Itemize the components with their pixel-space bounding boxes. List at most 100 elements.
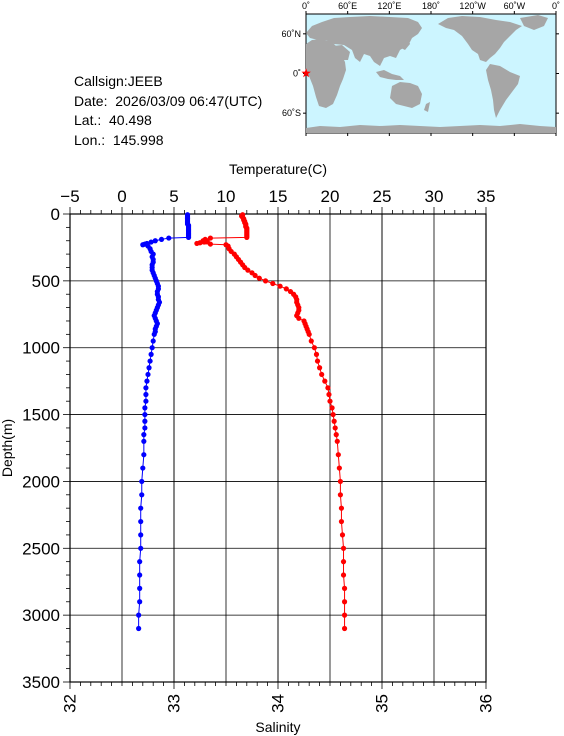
salinity-data-point <box>150 338 156 344</box>
salinity-data-point <box>185 234 192 240</box>
temperature-data-point <box>308 338 314 344</box>
salinity-data-point <box>144 378 150 384</box>
salinity-tick-label: 35 <box>373 694 392 713</box>
temperature-data-point <box>319 371 325 378</box>
depth-tick-label: 500 <box>32 272 60 291</box>
longitude-text: Lon.: 145.998 <box>74 131 164 148</box>
salinity-data-point <box>137 599 143 605</box>
temperature-tick-label: 20 <box>321 187 340 206</box>
salinity-ticks: 32 33 34 35 36 <box>61 694 496 713</box>
temperature-tick-label: 10 <box>217 187 236 206</box>
salinity-tick-label: 32 <box>61 694 80 713</box>
salinity-data-point <box>140 465 146 471</box>
salinity-data-point <box>143 398 149 404</box>
salinity-data-point <box>166 235 172 241</box>
salinity-data-point <box>142 425 148 431</box>
temperature-data-point <box>338 518 345 525</box>
salinity-data-point <box>138 532 144 538</box>
salinity-data-point <box>139 492 145 498</box>
depth-tick-label: 3000 <box>22 606 60 625</box>
temperature-profile-line <box>196 214 346 629</box>
salinity-tick-label: 36 <box>477 694 496 713</box>
temperature-data-point <box>262 278 269 284</box>
temperature-data-point <box>207 235 213 241</box>
salinity-data-point <box>139 478 145 485</box>
temperature-data-point <box>325 385 331 391</box>
temperature-data-point <box>341 625 348 632</box>
temperature-data-point <box>339 532 346 538</box>
salinity-data-point <box>142 411 148 418</box>
depth-tick-label: 1500 <box>22 406 60 425</box>
temperature-tick-label: 5 <box>169 187 178 206</box>
temperature-tick-label: −5 <box>60 187 79 206</box>
salinity-axis-label: Salinity <box>255 719 300 735</box>
temperature-data-point <box>314 358 321 364</box>
temperature-data-point <box>337 492 343 498</box>
temperature-axis-label: Temperature(C) <box>229 161 327 177</box>
temperature-data-point <box>340 559 347 565</box>
salinity-data-point <box>148 351 154 357</box>
temperature-data-point <box>340 545 347 551</box>
salinity-data-point <box>137 559 143 565</box>
salinity-data-point <box>143 385 149 391</box>
salinity-data-point <box>138 518 144 525</box>
temperature-tick-label: 25 <box>373 187 392 206</box>
temperature-data-point <box>270 280 276 287</box>
salinity-data-point <box>148 239 154 245</box>
salinity-data-point <box>152 238 158 244</box>
salinity-data-point <box>145 371 151 378</box>
salinity-data-point <box>158 236 165 243</box>
salinity-data-point <box>142 418 148 424</box>
depth-tick-label: 1000 <box>22 339 60 358</box>
temperature-data-point <box>337 478 343 485</box>
minor-ticks <box>63 207 487 689</box>
series-temperature <box>194 212 348 632</box>
temperature-data-point <box>207 241 213 247</box>
temperature-data-point <box>338 505 345 511</box>
salinity-data-point <box>137 585 143 592</box>
salinity-data-point <box>147 358 153 364</box>
salinity-data-point <box>146 365 152 371</box>
chart-grid <box>69 213 487 683</box>
depth-tick-label: 3500 <box>22 673 60 692</box>
salinity-data-point <box>151 331 157 337</box>
date-text: Date: 2026/03/09 06:47(UTC) <box>74 92 263 109</box>
salinity-data-point <box>141 438 147 444</box>
temperature-data-point <box>317 365 323 371</box>
temperature-tick-label: 15 <box>269 187 288 206</box>
temperature-data-point <box>311 345 317 351</box>
temperature-data-point <box>322 378 328 384</box>
temperature-data-point <box>341 585 348 592</box>
temperature-data-point <box>334 438 340 444</box>
temperature-data-point <box>245 267 251 273</box>
temperature-data-point <box>313 351 320 357</box>
salinity-data-point <box>138 505 144 511</box>
station-info: Callsign:JEEB Date: 2026/03/09 06:47(UTC… <box>74 72 262 150</box>
temperature-tick-label: 30 <box>425 187 444 206</box>
temperature-data-point <box>256 275 262 281</box>
depth-ticks: 0 500 1000 1500 2000 2500 3000 3500 <box>22 205 60 692</box>
temperature-data-point <box>201 239 207 245</box>
latitude-text: Lat.: 40.498 <box>74 112 152 128</box>
temperature-tick-label: 35 <box>477 187 496 206</box>
temperature-data-point <box>326 391 332 398</box>
series-salinity <box>136 212 192 632</box>
temperature-tick-label: 0 <box>117 187 126 206</box>
temperature-data-point <box>336 465 342 471</box>
temperature-data-point <box>332 425 338 431</box>
temperature-data-point <box>277 283 283 289</box>
salinity-data-point <box>141 452 147 458</box>
temperature-data-point <box>331 418 337 424</box>
salinity-data-point <box>137 572 143 578</box>
temperature-data-point <box>335 452 341 458</box>
temperature-data-point <box>194 240 200 247</box>
depth-axis-label: Depth(m) <box>0 419 15 477</box>
depth-tick-label: 0 <box>51 205 60 224</box>
temperature-data-point <box>306 331 312 337</box>
temperature-data-point <box>340 572 347 578</box>
temperature-data-point <box>330 411 336 418</box>
salinity-data-point <box>136 612 142 618</box>
salinity-data-point <box>138 545 144 551</box>
callsign-text: Callsign:JEEB <box>74 73 163 89</box>
